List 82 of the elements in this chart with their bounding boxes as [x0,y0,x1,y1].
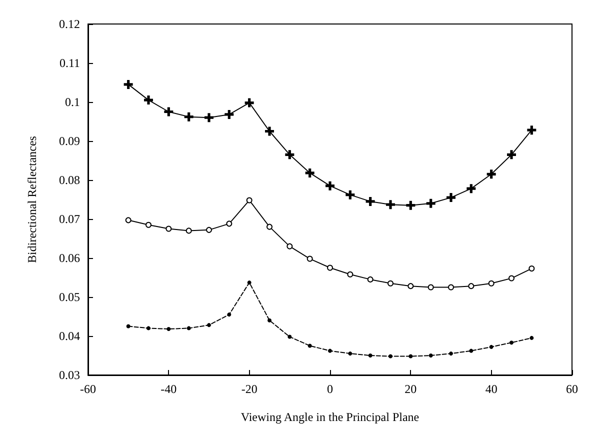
point [288,334,292,339]
point [305,168,314,178]
point [207,323,211,328]
point [186,326,191,330]
y-axis-title: Bidirectional Reflectances [25,136,39,263]
x-tick-label: 40 [485,382,498,396]
y-tick-label: 0.12 [59,17,80,31]
y-tick-label: 0.05 [59,290,80,304]
x-axis-title: Viewing Angle in the Principal Plane [240,410,420,424]
point [408,283,414,290]
point [244,98,254,108]
x-tick-label: 60 [566,382,578,396]
point [406,200,416,210]
point [507,150,516,160]
point [166,226,172,232]
point [146,222,152,228]
y-tick-label: 0.04 [59,329,80,343]
point [285,150,294,160]
point [428,284,434,290]
point [388,354,392,358]
point [124,80,133,89]
point [510,340,514,345]
point [204,113,214,122]
x-tick-label: 0 [327,382,333,396]
point [146,326,150,330]
point [367,276,374,282]
point [226,220,232,227]
y-tick-label: 0.08 [59,173,80,187]
point [346,190,355,200]
point [468,283,474,290]
point [186,228,192,234]
point [366,196,375,206]
point [206,226,212,233]
point [268,318,272,322]
point [347,271,354,278]
point [527,126,536,135]
point [449,352,453,356]
point [368,354,372,358]
point [308,344,312,348]
point [125,217,132,224]
x-tick-label: -40 [160,382,177,396]
point [528,266,535,272]
y-tick-label: 0.03 [59,368,80,382]
point [386,200,395,210]
point [530,336,534,340]
point [328,348,332,353]
point [286,243,293,250]
point [266,224,272,230]
point [326,181,334,190]
point [224,110,234,119]
point [488,280,494,286]
point [164,107,174,116]
point [306,256,313,262]
point [348,352,352,356]
y-tick-label: 0.07 [59,212,80,226]
point [469,348,474,353]
y-tick-label: 0.06 [59,251,80,265]
point [227,312,232,317]
point [126,324,130,328]
point [446,193,456,202]
y-tick-label: 0.11 [59,56,80,70]
point [246,197,252,204]
point [466,184,476,194]
point [327,264,333,271]
point [428,354,433,358]
point [166,326,171,331]
point [448,284,454,290]
point [408,354,413,358]
point [486,170,496,179]
point [388,280,394,286]
point [265,126,274,136]
point [144,96,153,105]
x-tick-label: -20 [241,382,258,396]
point [489,344,494,349]
point [508,275,514,282]
y-tick-label: 0.1 [65,95,80,109]
point [184,112,194,122]
x-tick-label: 20 [404,382,417,396]
x-tick-label: -60 [80,382,96,396]
point [426,198,436,208]
point [247,280,252,285]
y-tick-label: 0.09 [59,134,80,148]
